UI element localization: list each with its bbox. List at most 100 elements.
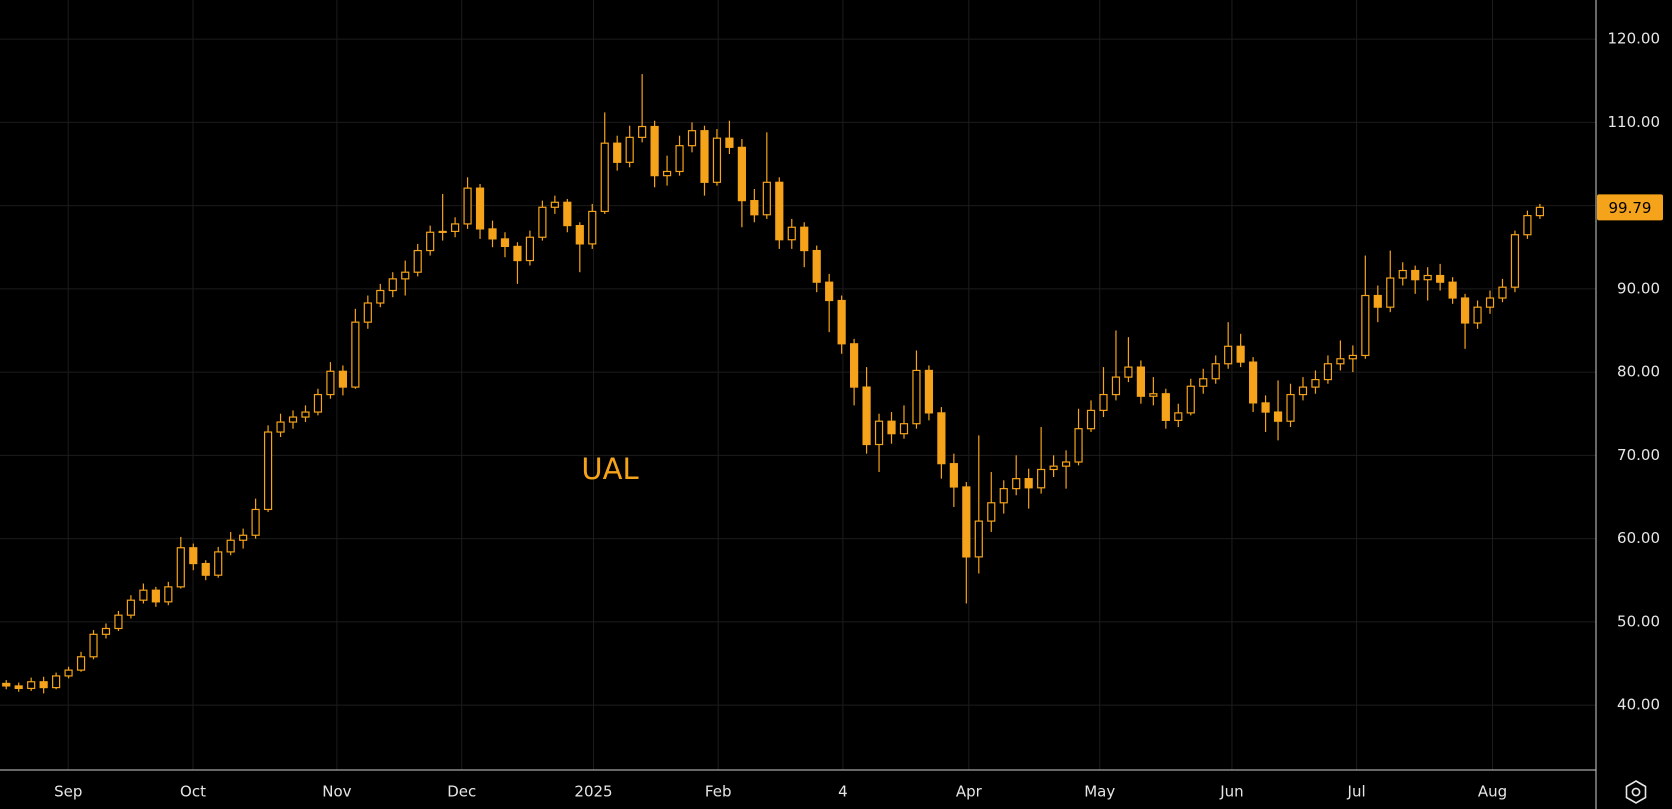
y-tick-label: 70.00	[1617, 446, 1660, 464]
settings-icon[interactable]	[1625, 780, 1647, 804]
candle-body-up	[1323, 363, 1333, 381]
candle-body-up	[214, 551, 223, 576]
candle-body-up	[1398, 269, 1407, 279]
x-tick-label: Jun	[1219, 783, 1243, 801]
candle-body-up	[64, 669, 73, 677]
candle-body-up	[413, 249, 422, 273]
candle-body-down	[1249, 361, 1258, 404]
candle-body-up	[388, 278, 397, 292]
candle-body-down	[800, 226, 809, 252]
candle-body-down	[887, 420, 896, 435]
candle-body-up	[1386, 277, 1395, 308]
y-tick-label: 80.00	[1617, 363, 1660, 381]
y-tick-label: 40.00	[1617, 696, 1660, 714]
candle-body-up	[139, 589, 148, 601]
candle-body-up	[463, 187, 472, 225]
candle-body-up	[1224, 345, 1233, 365]
y-tick-label: 90.00	[1617, 279, 1660, 297]
candle-body-up	[276, 421, 285, 433]
y-tick-label: 110.00	[1608, 113, 1661, 131]
candle-body-down	[151, 589, 160, 603]
candle-body-up	[974, 520, 983, 558]
settings-hexagon	[1625, 780, 1647, 804]
candle-body-down	[201, 562, 210, 576]
candle-body-up	[288, 416, 298, 423]
candle-body-up	[1311, 378, 1320, 388]
candle-body-up	[1211, 363, 1220, 380]
candle-body-down	[775, 181, 784, 241]
candle-body-up	[588, 210, 597, 245]
candle-body-up	[1099, 393, 1108, 411]
x-tick-label: Aug	[1478, 783, 1507, 801]
candle-body-up	[1174, 412, 1183, 421]
candle-body-down	[189, 547, 198, 565]
x-tick-label: May	[1084, 783, 1115, 801]
candle-body-up	[712, 137, 722, 183]
candle-body-down	[1261, 402, 1270, 413]
candle-body-up	[662, 170, 672, 177]
candle-body-down	[937, 412, 946, 465]
candle-body-down	[563, 201, 572, 227]
last-price-label: 99.79	[1609, 199, 1652, 217]
candle-body-up	[1086, 409, 1096, 430]
candle-body-down	[1273, 411, 1283, 422]
y-tick-label: 60.00	[1617, 529, 1660, 547]
candle-body-down	[962, 486, 971, 558]
x-tick-label: 4	[838, 783, 848, 801]
candle-body-up	[1199, 378, 1208, 387]
candle-body-up	[638, 125, 647, 138]
candle-body-up	[1061, 461, 1071, 467]
candle-body-up	[874, 420, 884, 446]
candle-body-up	[89, 633, 98, 658]
candle-body-down	[1373, 294, 1382, 308]
candle-body-down	[1024, 478, 1033, 489]
candle-body-up	[114, 614, 123, 630]
candle-body-up	[1049, 465, 1058, 471]
candle-body-down	[1411, 269, 1420, 281]
candle-body-down	[475, 187, 485, 230]
candle-body-up	[1074, 428, 1083, 463]
candle-body-up	[1149, 393, 1158, 397]
candle-body-up	[1473, 306, 1482, 324]
candle-body-down	[700, 130, 709, 183]
candle-body-down	[650, 125, 659, 177]
candle-body-up	[687, 130, 697, 147]
candle-body-down	[1161, 393, 1170, 421]
candle-body-up	[351, 321, 360, 388]
y-tick-label: 50.00	[1617, 612, 1660, 630]
candle-body-down	[825, 281, 834, 302]
candle-body-down	[513, 245, 522, 262]
candle-body-up	[1012, 478, 1021, 490]
candle-body-down	[924, 369, 934, 414]
candle-body-up	[401, 271, 410, 280]
x-tick-label: Feb	[705, 783, 732, 801]
candle-body-up	[126, 599, 136, 616]
candle-body-up	[1111, 376, 1121, 396]
settings-dot	[1631, 787, 1641, 797]
x-tick-label: Oct	[180, 783, 206, 801]
candle-body-down	[949, 463, 958, 488]
candle-body-up	[1485, 297, 1495, 308]
candle-body-up	[538, 206, 547, 238]
candle-body-up	[1498, 286, 1507, 299]
candle-body-up	[987, 502, 996, 522]
candle-body-up	[27, 681, 36, 690]
candle-body-down	[812, 249, 821, 283]
candle-body-down	[613, 142, 622, 163]
candle-body-down	[862, 386, 871, 446]
candle-body-up	[912, 369, 921, 425]
candle-body-up	[762, 181, 771, 216]
symbol-annotation: UAL	[581, 452, 638, 486]
candle-body-down	[737, 146, 746, 202]
candle-body-up	[1523, 215, 1532, 236]
candle-body-up	[164, 586, 173, 603]
candle-body-down	[1448, 281, 1457, 299]
candle-body-up	[263, 431, 273, 511]
candle-body-up	[550, 201, 559, 208]
x-tick-label: Nov	[322, 783, 351, 801]
candle-body-up	[899, 423, 909, 435]
candle-body-up	[1037, 468, 1046, 489]
candle-body-up	[675, 145, 684, 173]
candle-body-up	[251, 508, 260, 536]
candle-body-down	[1436, 274, 1445, 283]
